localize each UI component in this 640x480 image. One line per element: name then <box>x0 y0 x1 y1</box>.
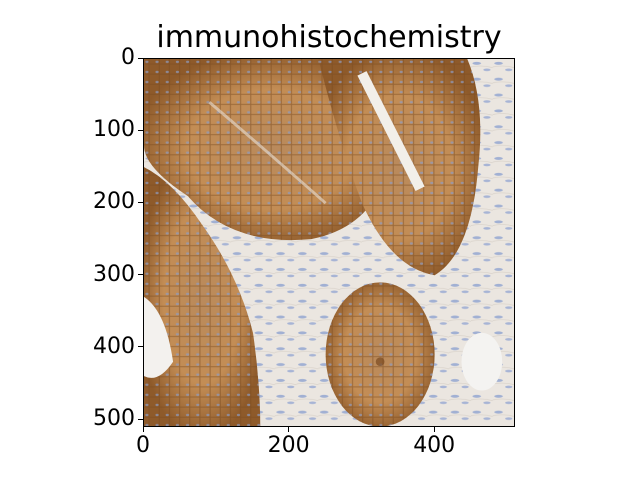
y-tick-label: 500 <box>93 406 135 432</box>
y-tick-label: 400 <box>93 333 135 359</box>
x-tick-label: 200 <box>267 433 310 458</box>
figure-title: immunohistochemistry <box>156 20 502 55</box>
y-tick-label: 300 <box>93 261 135 287</box>
image-plot-area <box>143 58 515 427</box>
y-tick-mark <box>138 418 143 420</box>
y-tick-mark <box>138 346 143 348</box>
lumen-right <box>461 332 503 391</box>
x-tick-label: 400 <box>413 433 456 458</box>
y-tick-mark <box>138 274 143 276</box>
y-tick-label: 200 <box>93 189 135 215</box>
y-tick-mark <box>138 129 143 131</box>
gland-left-lower <box>144 167 261 426</box>
y-tick-label: 100 <box>93 117 135 143</box>
x-tick-mark <box>142 427 144 432</box>
x-tick-mark <box>433 427 435 432</box>
ihc-tissue-image <box>144 59 514 426</box>
x-tick-mark <box>288 427 290 432</box>
x-tick-label: 0 <box>136 433 150 458</box>
y-tick-label: 0 <box>121 45 135 70</box>
y-tick-mark <box>138 201 143 203</box>
gland-top-right <box>318 59 481 276</box>
gland-center-bottom <box>325 282 435 426</box>
y-tick-mark <box>138 57 143 59</box>
